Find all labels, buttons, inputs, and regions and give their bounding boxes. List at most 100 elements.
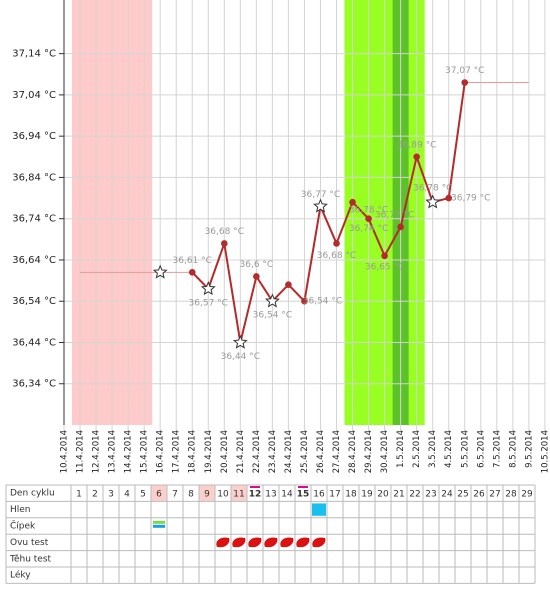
value-label: 36,74 °C (349, 224, 388, 234)
y-tick-label: 37,14 °C (12, 49, 56, 60)
y-tick-label: 36,64 °C (12, 255, 56, 266)
x-tick-label: 5.5.2014 (460, 430, 470, 468)
value-label: 36,57 °C (189, 298, 228, 308)
value-label: 36,65 °C (365, 262, 404, 272)
y-tick-label: 36,84 °C (12, 172, 56, 183)
day-number: 9 (204, 490, 210, 500)
row-label: Čípek (10, 520, 36, 532)
day-number: 17 (329, 490, 340, 500)
ovu-test-mark (312, 537, 326, 548)
value-label: 36,77 °C (301, 190, 340, 200)
day-number: 12 (249, 490, 262, 500)
x-tick-label: 17.4.2014 (172, 430, 182, 473)
day-number: 11 (233, 490, 244, 500)
cipek-mark (153, 520, 165, 528)
x-tick-label: 8.5.2014 (508, 430, 518, 468)
value-label: 36,79 °C (451, 194, 490, 204)
value-label: 36,61 °C (173, 256, 212, 266)
x-tick-label: 23.4.2014 (268, 430, 278, 473)
point (188, 269, 196, 276)
day-number: 24 (441, 490, 453, 500)
star-marker (425, 194, 441, 209)
day-number: 25 (457, 490, 468, 500)
value-label: 36,44 °C (221, 352, 260, 362)
x-tick-label: 27.4.2014 (332, 430, 342, 473)
day-number: 26 (473, 490, 485, 500)
y-tick-label: 36,34 °C (12, 379, 56, 390)
point (221, 240, 228, 247)
star-marker (152, 264, 168, 279)
day-number: 15 (297, 490, 310, 500)
value-label: 36,78 °C (413, 184, 452, 194)
ovu-test-mark (232, 537, 246, 548)
ovu-test-mark (264, 537, 278, 548)
ovu-test-mark (248, 537, 262, 548)
day-number: 19 (361, 490, 373, 500)
value-label: 36,54 °C (253, 311, 292, 321)
day-number: 13 (265, 490, 276, 500)
x-tick-label: 18.4.2014 (188, 430, 198, 473)
point (333, 240, 340, 247)
x-tick-label: 12.4.2014 (92, 430, 102, 473)
cycle-table: Den cyklu Hlen Čípek Ovu test Těhu test Léky 1… (5, 484, 536, 584)
x-tick-label: 3.5.2014 (428, 430, 438, 468)
y-tick-label: 36,54 °C (12, 296, 56, 307)
x-tick-label: 10.4.2014 (60, 430, 70, 473)
point (445, 194, 453, 202)
star-marker (313, 198, 328, 213)
x-tick-label: 2.5.2014 (412, 430, 422, 468)
value-label: 36,78 °C (349, 206, 388, 216)
value-label: 36,68 °C (317, 251, 356, 261)
day-number: 3 (108, 490, 114, 500)
highlighted-day (199, 485, 215, 502)
day-number: 7 (172, 490, 178, 500)
x-tick-label: 14.4.2014 (124, 430, 134, 473)
x-tick-label: 11.4.2014 (76, 430, 86, 473)
x-tick-label: 19.4.2014 (204, 430, 214, 473)
day-number: 20 (377, 490, 389, 500)
x-tick-label: 25.4.2014 (300, 430, 310, 473)
day-number: 27 (489, 490, 500, 500)
row-label: Těhu test (9, 554, 52, 564)
temperature-line (191, 82, 466, 343)
x-tick-label: 29.4.2014 (364, 430, 374, 473)
x-tick-label: 10.5.2014 (540, 430, 550, 473)
x-tick-label: 24.4.2014 (284, 430, 294, 473)
point (381, 252, 388, 260)
cipek-stripe (153, 520, 165, 524)
day-number: 14 (281, 490, 293, 500)
day-number: 23 (425, 490, 436, 500)
x-tick-label: 20.4.2014 (220, 430, 230, 473)
cipek-stripe (153, 524, 165, 528)
day-number: 10 (217, 490, 229, 500)
day-number: 4 (124, 490, 130, 500)
day-number: 18 (345, 490, 357, 500)
day-number: 21 (393, 490, 404, 500)
day-number: 29 (521, 490, 533, 500)
ovu-test-mark (216, 537, 230, 548)
row-label: Léky (10, 570, 31, 581)
value-label: 36,54 °C (303, 297, 342, 307)
star-marker (264, 293, 280, 308)
value-label: 36,89 °C (397, 140, 436, 150)
day-number: 22 (409, 490, 420, 500)
day-number: 1 (76, 490, 82, 500)
ovu-test-mark (296, 537, 310, 548)
day-number: 16 (313, 490, 325, 500)
ovu-test-mark (280, 537, 294, 548)
point (349, 198, 356, 206)
x-tick-label: 30.4.2014 (380, 430, 390, 473)
highlighted-day (231, 485, 247, 502)
star-marker (200, 280, 216, 296)
day-number: 28 (505, 490, 517, 500)
value-label: 36,72 °C (375, 210, 414, 220)
point (253, 273, 260, 280)
y-tick-label: 36,74 °C (12, 214, 56, 225)
point (397, 223, 404, 231)
x-tick-label: 6.5.2014 (476, 430, 486, 468)
y-tick-label: 36,94 °C (12, 131, 56, 142)
x-tick-label: 7.5.2014 (492, 430, 502, 468)
x-tick-label: 9.5.2014 (524, 430, 534, 468)
day-number: 2 (92, 490, 98, 500)
x-tick-label: 1.5.2014 (396, 430, 406, 468)
